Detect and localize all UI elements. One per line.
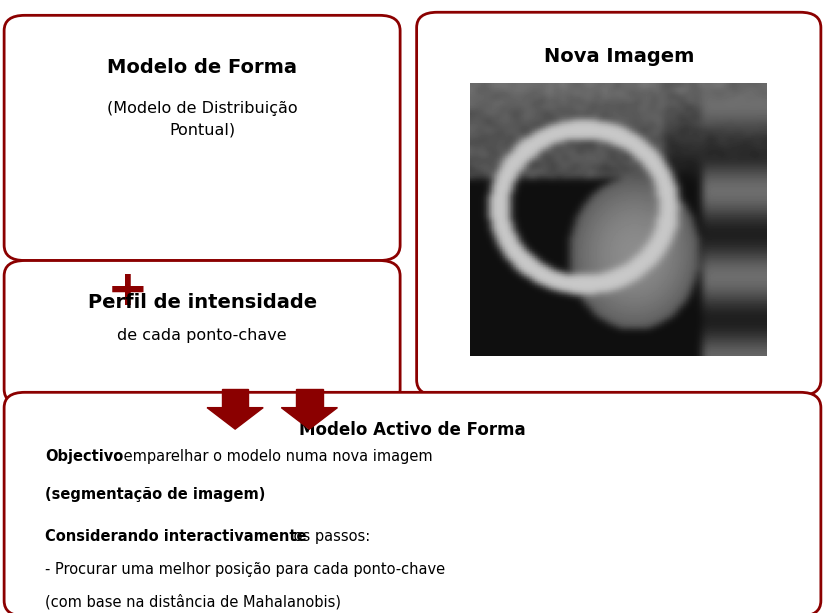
Polygon shape (207, 408, 263, 429)
Polygon shape (281, 408, 337, 429)
Text: : emparelhar o modelo numa nova imagem: : emparelhar o modelo numa nova imagem (114, 449, 432, 464)
FancyBboxPatch shape (4, 392, 821, 613)
Text: Modelo Activo de Forma: Modelo Activo de Forma (299, 421, 526, 439)
Text: (segmentação de imagem): (segmentação de imagem) (45, 487, 266, 502)
Text: (Modelo de Distribuição
Pontual): (Modelo de Distribuição Pontual) (106, 101, 298, 137)
Polygon shape (222, 389, 248, 408)
FancyBboxPatch shape (417, 12, 821, 395)
FancyBboxPatch shape (4, 15, 400, 261)
Text: Considerando interactivamente: Considerando interactivamente (45, 529, 307, 544)
Text: Nova Imagem: Nova Imagem (544, 47, 694, 66)
Text: +: + (107, 267, 148, 315)
Polygon shape (296, 389, 323, 408)
FancyBboxPatch shape (4, 261, 400, 405)
Text: Perfil de intensidade: Perfil de intensidade (87, 293, 317, 312)
Text: Modelo de Forma: Modelo de Forma (107, 58, 297, 77)
Text: de cada ponto-chave: de cada ponto-chave (117, 328, 287, 343)
Text: - Procurar uma melhor posição para cada ponto-chave: - Procurar uma melhor posição para cada … (45, 562, 446, 576)
Text: Objectivo: Objectivo (45, 449, 124, 464)
Text: (com base na distância de Mahalanobis): (com base na distância de Mahalanobis) (45, 594, 342, 609)
Text: os passos:: os passos: (289, 529, 370, 544)
